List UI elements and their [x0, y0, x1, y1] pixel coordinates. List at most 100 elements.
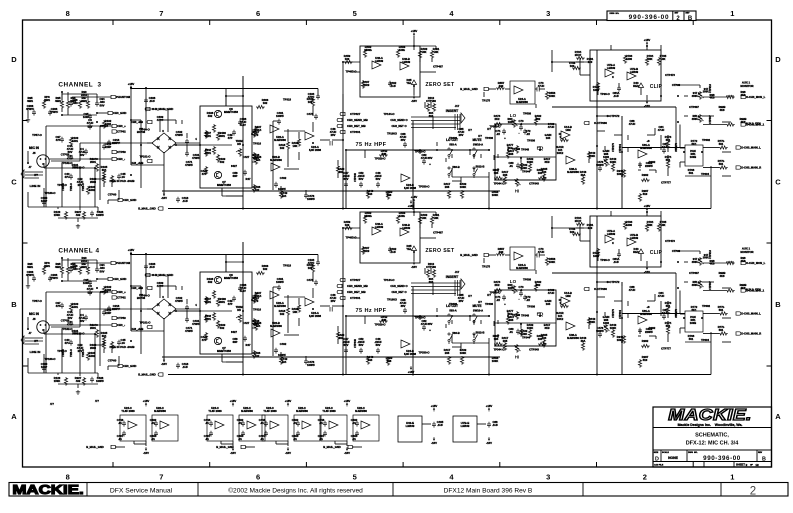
svg-text:R101: R101 [72, 163, 79, 167]
svg-text:MACKIE.: MACKIE. [668, 406, 752, 424]
svg-text:U24-C: U24-C [266, 406, 274, 410]
svg-text:2: 2 [643, 473, 647, 482]
svg-text:U7B-E: U7B-E [461, 421, 470, 425]
svg-text:U46-B: U46-B [402, 57, 410, 61]
svg-text:47U: 47U [65, 175, 70, 179]
svg-text:R99B: R99B [740, 117, 747, 121]
svg-text:NJM4580: NJM4580 [296, 409, 308, 413]
svg-text:25V: 25V [459, 133, 464, 137]
svg-text:R408: R408 [254, 185, 261, 189]
svg-text:-: - [518, 131, 519, 135]
svg-text:R77b: R77b [718, 159, 725, 163]
svg-text:.01: .01 [260, 437, 264, 441]
svg-text:100PF: 100PF [278, 187, 286, 191]
svg-text:R446: R446 [367, 189, 374, 193]
svg-text:.22UF: .22UF [342, 174, 350, 178]
svg-text:CH3_-: CH3_- [117, 157, 125, 161]
svg-text:4991: 4991 [44, 98, 51, 102]
svg-text:C52: C52 [359, 171, 364, 175]
svg-text:C465: C465 [437, 420, 444, 424]
svg-text:103: 103 [546, 136, 551, 140]
svg-text:208: 208 [509, 152, 514, 156]
svg-text:C43: C43 [65, 172, 70, 176]
svg-text:TP467-O: TP467-O [346, 69, 357, 73]
svg-text:J7: J7 [29, 165, 32, 169]
svg-text:LM339: LM339 [630, 70, 639, 74]
svg-text:.22: .22 [496, 132, 500, 136]
svg-text:TL8F 2068: TL8F 2068 [121, 409, 135, 413]
svg-text:C68: C68 [401, 132, 406, 136]
svg-text:C478: C478 [307, 112, 314, 116]
svg-text:R99B: R99B [719, 105, 726, 109]
svg-text:TP162-O: TP162-O [62, 161, 73, 165]
svg-text:LM339: LM339 [461, 424, 470, 428]
svg-text:100K: 100K [521, 166, 527, 170]
svg-text:DFX12 Main Board 396 Rev B: DFX12 Main Board 396 Rev B [444, 488, 533, 495]
svg-text:+15V: +15V [128, 82, 135, 86]
svg-text:470P: 470P [67, 157, 73, 161]
svg-text:LINE IN PAD -20dB: LINE IN PAD -20dB [110, 179, 135, 183]
svg-text:C418: C418 [182, 196, 189, 200]
svg-text:SA1R: SA1R [556, 145, 563, 149]
svg-text:INSERT: INSERT [446, 109, 459, 113]
svg-text:CTP60: CTP60 [108, 192, 117, 196]
svg-text:R105: R105 [101, 165, 108, 169]
svg-text:SHT: SHT [675, 13, 680, 15]
svg-text:3: 3 [546, 473, 550, 482]
svg-text:R98: R98 [741, 90, 746, 94]
svg-text:C467: C467 [259, 434, 266, 438]
svg-text:.01: .01 [293, 421, 297, 425]
svg-text:1002: 1002 [89, 188, 95, 192]
svg-text:C448: C448 [204, 418, 211, 422]
svg-text:NJM4580: NJM4580 [270, 158, 282, 162]
svg-text:C84A: C84A [613, 91, 620, 95]
svg-text:R51: R51 [691, 152, 696, 156]
svg-text:35V: 35V [401, 138, 406, 142]
svg-text:470PF: 470PF [185, 163, 193, 167]
svg-text:47P: 47P [202, 172, 207, 176]
svg-text:4991: 4991 [55, 99, 62, 103]
svg-text:50V: 50V [359, 177, 364, 181]
svg-text:.1UF: .1UF [613, 94, 619, 98]
svg-text:C45: C45 [121, 172, 126, 176]
svg-text:C482: C482 [150, 418, 157, 422]
svg-text:C471: C471 [186, 160, 193, 164]
svg-text:1000: 1000 [593, 88, 599, 92]
svg-text:C88: C88 [493, 420, 498, 424]
svg-text:R108: R108 [207, 111, 214, 115]
svg-text:.01: .01 [260, 421, 264, 425]
svg-text:R772: R772 [691, 139, 698, 143]
svg-text:3K9: 3K9 [508, 146, 513, 150]
svg-text:D: D [11, 55, 17, 64]
svg-text:4: 4 [449, 9, 454, 18]
svg-text:U22-B: U22-B [272, 155, 280, 159]
svg-text:R781: R781 [587, 57, 594, 61]
svg-text:C44: C44 [68, 154, 73, 158]
svg-text:SCALE: SCALE [662, 451, 669, 454]
svg-text:TP96-O: TP96-O [600, 92, 609, 96]
svg-text:CTP343: CTP343 [529, 182, 539, 186]
svg-text:1001: 1001 [72, 139, 78, 143]
svg-text:C822: C822 [646, 161, 653, 165]
svg-text:CTP473: CTP473 [665, 73, 675, 77]
svg-text:U7B-A: U7B-A [607, 63, 615, 67]
svg-text:U22-C: U22-C [243, 406, 251, 410]
svg-text:HI: HI [515, 189, 519, 194]
svg-text:47UF: 47UF [79, 150, 86, 154]
svg-text:35V: 35V [428, 156, 433, 160]
svg-text:C448: C448 [318, 418, 325, 422]
svg-text:100K: 100K [610, 160, 616, 164]
svg-text:R773: R773 [665, 135, 672, 139]
svg-text:100: 100 [345, 57, 350, 61]
svg-text:CTP327: CTP327 [350, 112, 361, 116]
svg-text:R47: R47 [246, 177, 251, 181]
svg-text:TP58-O: TP58-O [57, 183, 66, 187]
svg-text:100B: 100B [690, 155, 696, 159]
svg-text:+15V: +15V [486, 404, 493, 408]
svg-text:/77: /77 [487, 127, 491, 131]
svg-text:R982: R982 [649, 160, 656, 164]
svg-text:-15V: -15V [344, 451, 350, 455]
svg-text:U24-A: U24-A [311, 145, 319, 149]
svg-text:MMBT4453: MMBT4453 [224, 110, 239, 114]
svg-text:C482: C482 [292, 418, 299, 422]
